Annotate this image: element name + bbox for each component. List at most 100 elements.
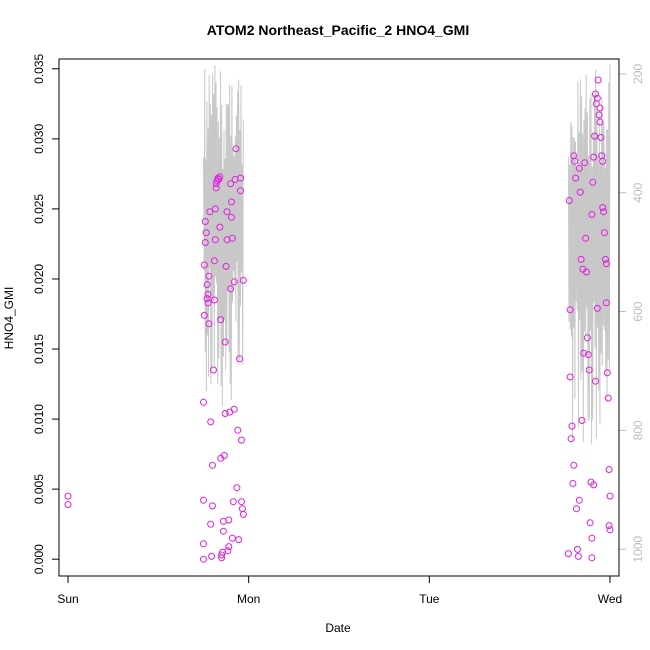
data-point bbox=[572, 174, 580, 182]
data-point bbox=[593, 94, 601, 102]
data-point bbox=[582, 234, 590, 242]
data-point bbox=[200, 496, 207, 504]
data-point bbox=[214, 174, 222, 182]
data-point bbox=[200, 311, 208, 319]
data-point bbox=[204, 290, 212, 298]
data-point bbox=[212, 184, 220, 192]
data-point bbox=[239, 276, 247, 284]
data-point bbox=[602, 299, 610, 307]
data-point bbox=[570, 461, 578, 469]
data-point bbox=[564, 550, 572, 558]
data-point bbox=[232, 145, 240, 153]
data-point bbox=[200, 261, 208, 269]
data-points-layer bbox=[64, 76, 614, 563]
data-point bbox=[600, 208, 608, 216]
data-point bbox=[210, 257, 218, 265]
data-point bbox=[605, 466, 613, 473]
data-point bbox=[601, 229, 608, 237]
y2-tick-label: 200 bbox=[631, 64, 645, 84]
data-point bbox=[210, 366, 217, 374]
data-point bbox=[583, 334, 591, 342]
data-point bbox=[593, 304, 601, 312]
y2-tick-label: 400 bbox=[631, 182, 645, 202]
data-point bbox=[222, 262, 230, 270]
axes-layer: Sun Mon Tue Wed 0.000 0.005 0.010 0.015 0.020 0.0… bbox=[32, 53, 645, 606]
data-point bbox=[230, 405, 238, 413]
data-point bbox=[228, 234, 236, 242]
data-point bbox=[596, 118, 604, 126]
data-point bbox=[237, 174, 244, 182]
data-point bbox=[592, 377, 599, 385]
data-point bbox=[225, 516, 233, 524]
data-point bbox=[238, 436, 245, 444]
data-point bbox=[605, 522, 613, 530]
data-point bbox=[228, 213, 235, 221]
data-point bbox=[583, 268, 590, 276]
data-point bbox=[585, 366, 593, 374]
data-point bbox=[586, 519, 594, 527]
data-point bbox=[64, 492, 72, 500]
pressure-line-layer bbox=[203, 63, 611, 444]
data-point bbox=[596, 104, 604, 112]
data-point bbox=[207, 520, 215, 528]
y-tick-label: 0.000 bbox=[32, 544, 46, 574]
y2-tick-label: 800 bbox=[631, 420, 645, 440]
data-point bbox=[211, 236, 219, 244]
data-point bbox=[603, 369, 611, 377]
y-tick-label: 0.015 bbox=[32, 334, 46, 364]
y-tick-label: 0.030 bbox=[32, 124, 46, 154]
data-point bbox=[573, 505, 580, 513]
data-point bbox=[64, 501, 72, 508]
data-point bbox=[574, 552, 582, 560]
data-point bbox=[228, 534, 236, 542]
data-point bbox=[237, 187, 244, 195]
data-point bbox=[594, 76, 602, 84]
data-point bbox=[568, 422, 576, 430]
data-point bbox=[216, 173, 224, 181]
data-point bbox=[604, 394, 612, 402]
data-point bbox=[580, 349, 588, 357]
data-point bbox=[574, 545, 581, 553]
data-point bbox=[597, 134, 605, 141]
data-point bbox=[236, 355, 244, 363]
y-tick-label: 0.025 bbox=[32, 194, 46, 224]
data-point bbox=[238, 498, 245, 506]
data-point bbox=[219, 527, 227, 535]
data-point bbox=[565, 197, 573, 204]
data-point bbox=[588, 554, 596, 562]
data-point bbox=[589, 178, 597, 186]
y-axis-label: HNO4_GMI bbox=[2, 287, 16, 350]
data-point bbox=[588, 211, 596, 218]
data-point bbox=[211, 205, 219, 213]
data-point bbox=[224, 547, 232, 555]
data-point bbox=[201, 218, 209, 225]
data-point bbox=[220, 452, 228, 459]
data-point bbox=[569, 480, 577, 487]
data-point bbox=[209, 461, 216, 469]
data-point bbox=[590, 481, 598, 489]
data-point bbox=[221, 338, 229, 346]
data-point bbox=[588, 534, 596, 542]
y-tick-label: 0.035 bbox=[32, 53, 46, 83]
data-point bbox=[239, 510, 247, 518]
data-point bbox=[227, 285, 235, 293]
data-point bbox=[223, 208, 231, 216]
data-point bbox=[205, 272, 213, 280]
data-point bbox=[566, 306, 574, 314]
data-point bbox=[233, 484, 241, 492]
data-point bbox=[221, 410, 229, 417]
x-tick-label: Tue bbox=[419, 592, 440, 606]
data-point bbox=[238, 505, 246, 513]
x-tick-label: Sun bbox=[57, 592, 78, 606]
y-tick-label: 0.005 bbox=[32, 474, 46, 504]
data-point bbox=[227, 180, 235, 188]
data-point bbox=[576, 188, 584, 196]
data-point bbox=[584, 351, 592, 359]
data-point bbox=[209, 502, 216, 510]
data-point bbox=[602, 260, 610, 268]
data-point bbox=[228, 198, 235, 206]
data-point bbox=[592, 90, 599, 98]
plot-frame bbox=[58, 58, 620, 577]
x-axis-label: Date bbox=[325, 621, 351, 635]
